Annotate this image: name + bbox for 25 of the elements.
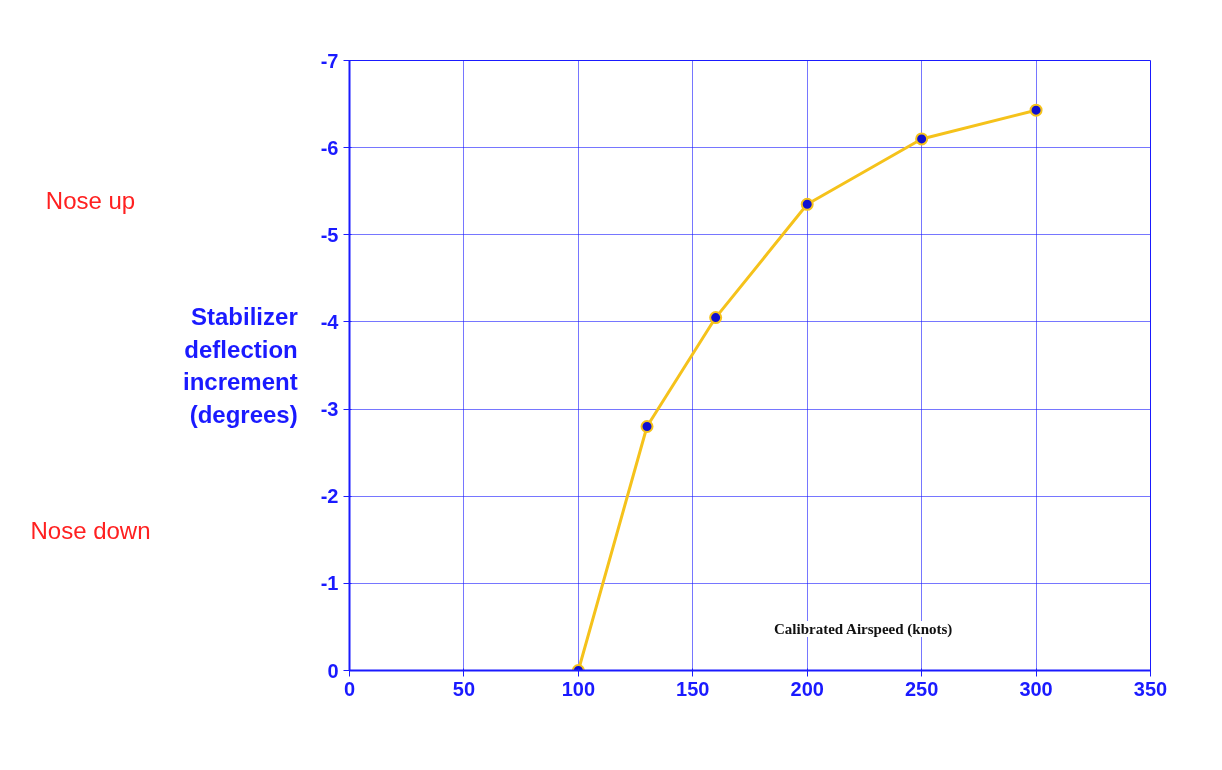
x-axis-title: Calibrated Airspeed (knots)	[774, 620, 953, 638]
text: Nose down	[30, 516, 151, 544]
y-tick-label: -5	[320, 223, 339, 246]
x-tick-label: 250	[904, 677, 939, 700]
x-tick-label: 0	[343, 677, 356, 700]
y-tick-label: -4	[320, 310, 340, 333]
x-tick-label: 50	[452, 677, 476, 700]
x-tick-label: 350	[1133, 677, 1168, 700]
x-tick-label: 200	[790, 677, 824, 700]
point	[640, 420, 654, 433]
point	[709, 311, 723, 325]
point	[915, 132, 929, 146]
y-tick-label: -3	[320, 398, 339, 421]
y-tick-label: -7	[320, 49, 339, 72]
point	[800, 197, 814, 211]
y-tick-label: -2	[320, 485, 339, 508]
y-tick-label: -1	[320, 572, 339, 595]
x-tick-label: 150	[676, 677, 710, 700]
y-tick-label: 0	[327, 659, 339, 682]
point	[1029, 103, 1043, 117]
x-tick-label: 300	[1019, 677, 1053, 700]
y-tick-label: -6	[320, 136, 339, 159]
text: Nose up	[45, 187, 136, 215]
x-tick-label: 100	[561, 677, 596, 700]
y-axis-title: Stabilizer deflection increment (degrees)	[183, 303, 298, 428]
